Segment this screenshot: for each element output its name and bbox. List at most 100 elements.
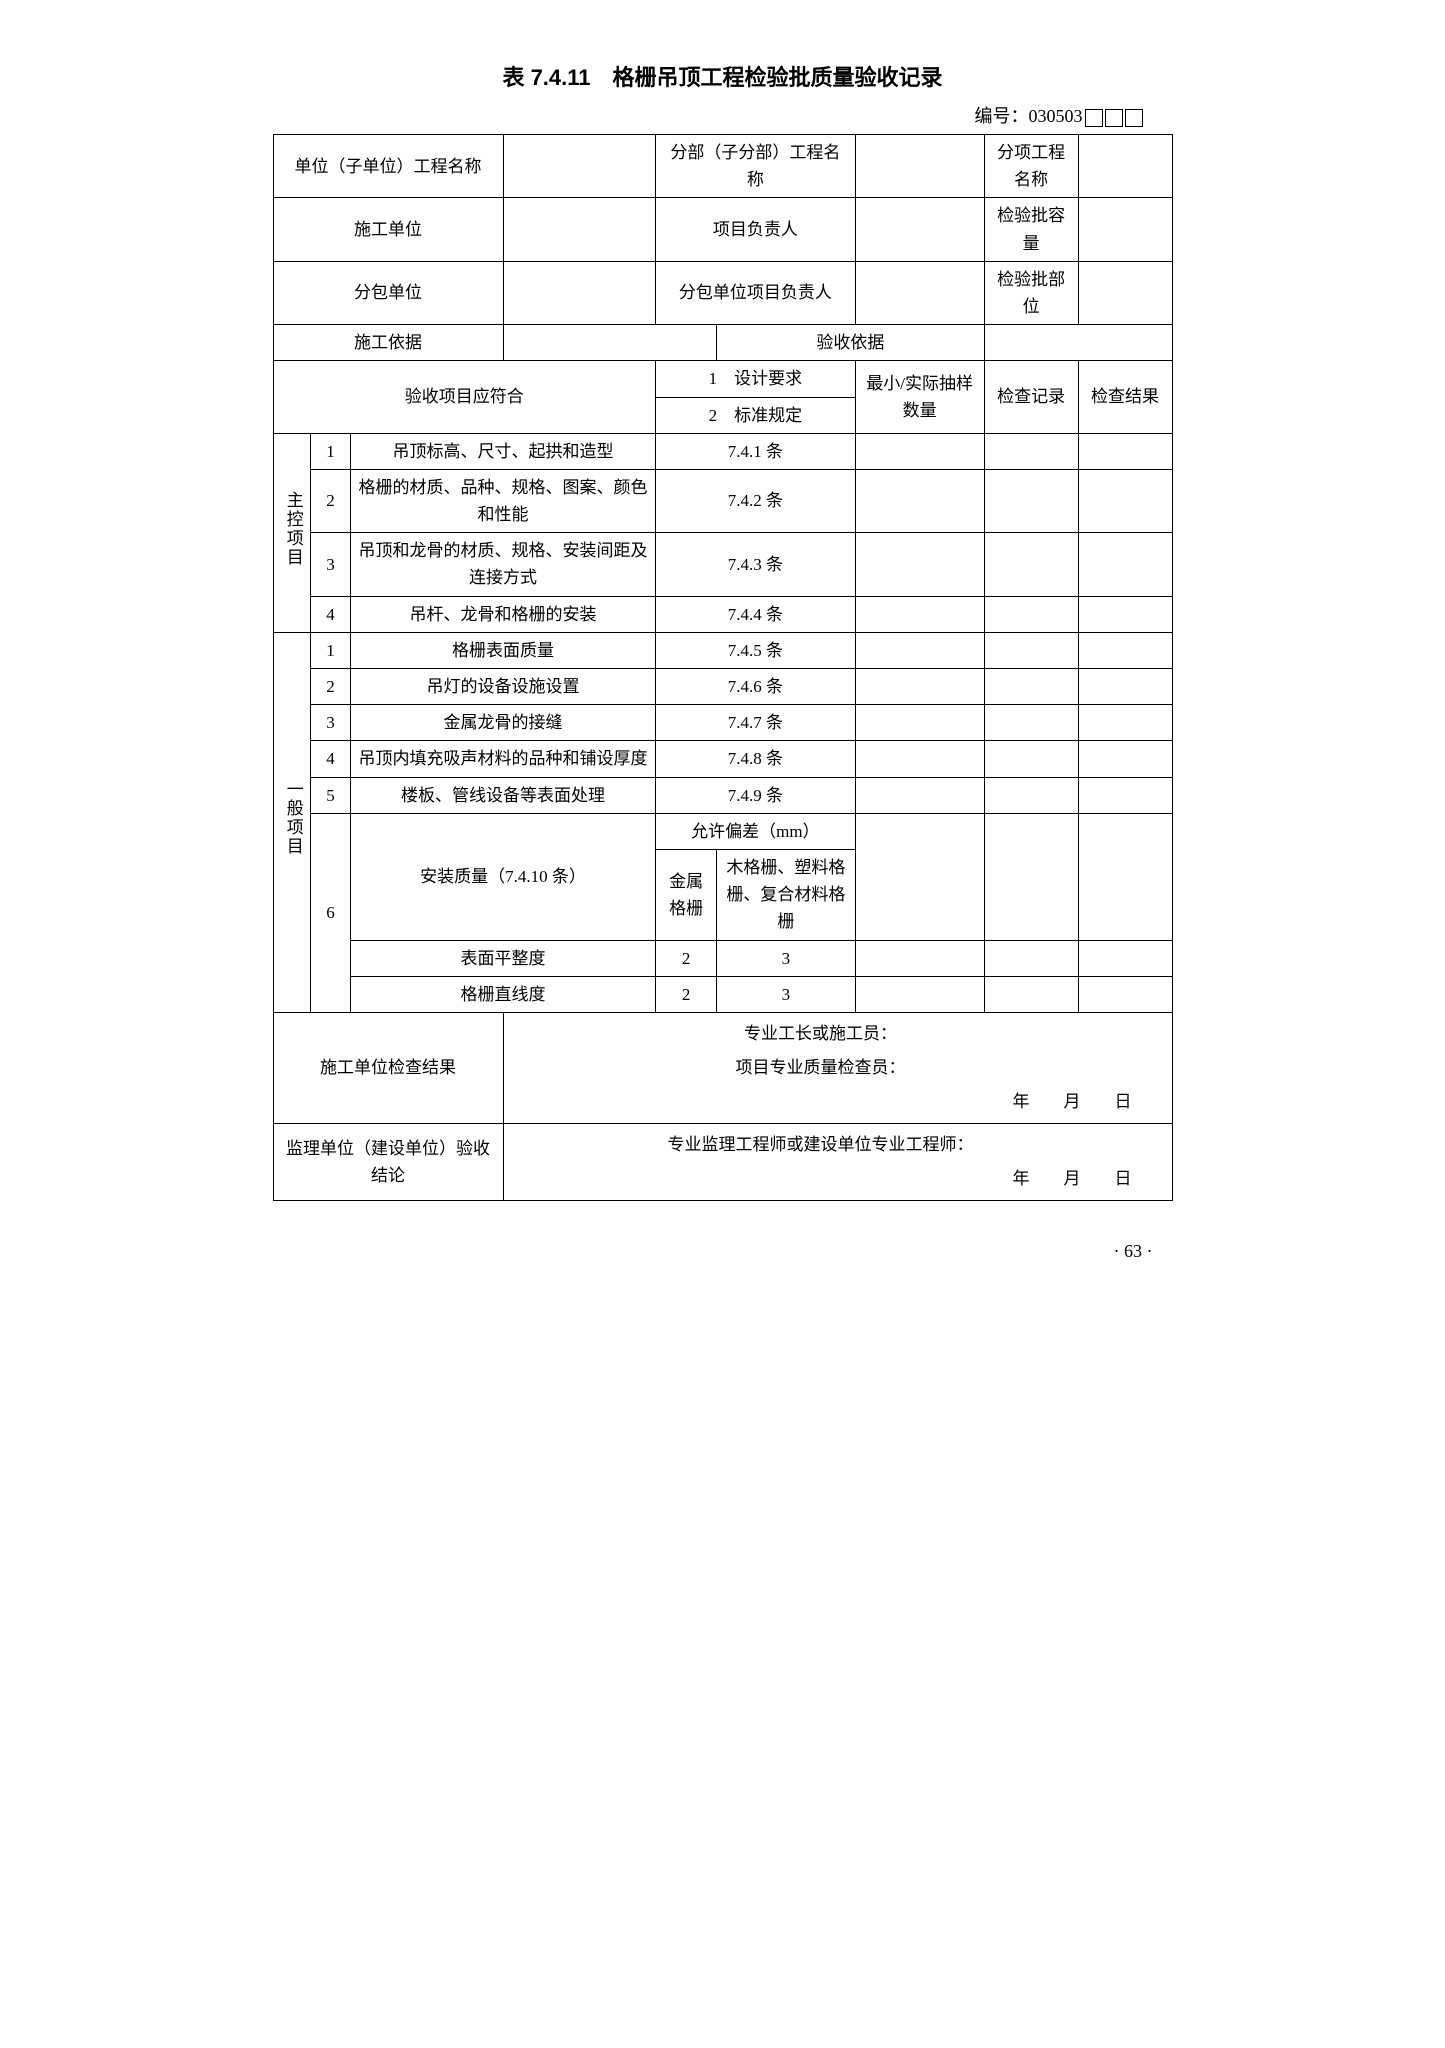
row-record bbox=[984, 976, 1078, 1012]
hdr-subproject: 分部（子分部）工程名称 bbox=[656, 135, 855, 198]
serial-box bbox=[1105, 109, 1123, 127]
hdr-batch-capacity: 检验批容量 bbox=[984, 198, 1078, 261]
row-num: 2 bbox=[311, 469, 351, 532]
general-label-text: 一般项目 bbox=[280, 780, 307, 856]
page-container: 表 7.4.11 格栅吊顶工程检验批质量验收记录 编号：030503 单位（子单… bbox=[273, 60, 1173, 1262]
row-item: 金属龙骨的接缝 bbox=[350, 705, 655, 741]
row-item: 楼板、管线设备等表面处理 bbox=[350, 777, 655, 813]
row-num: 1 bbox=[311, 632, 351, 668]
row-record bbox=[984, 741, 1078, 777]
sign-line: 项目专业质量检查员： bbox=[510, 1051, 1132, 1085]
row-num: 5 bbox=[311, 777, 351, 813]
hdr-val bbox=[1078, 135, 1172, 198]
check-col-sample: 最小/实际抽样数量 bbox=[855, 361, 984, 433]
row-sample bbox=[855, 469, 984, 532]
hdr-val bbox=[503, 325, 717, 361]
row-sample bbox=[855, 813, 984, 940]
construct-sign-block: 专业工长或施工员： 项目专业质量检查员： 年 月 日 bbox=[503, 1012, 1172, 1123]
row-record bbox=[984, 469, 1078, 532]
check-col-record: 检查记录 bbox=[984, 361, 1078, 433]
row-item: 吊顶内填充吸声材料的品种和铺设厚度 bbox=[350, 741, 655, 777]
row-item: 吊顶和龙骨的材质、规格、安装间距及连接方式 bbox=[350, 533, 655, 596]
hdr-val bbox=[1078, 198, 1172, 261]
row-sample bbox=[855, 705, 984, 741]
hdr-val bbox=[855, 198, 984, 261]
row-sample bbox=[855, 433, 984, 469]
row-record bbox=[984, 813, 1078, 940]
row-ref: 7.4.3 条 bbox=[656, 533, 855, 596]
install-label: 安装质量（7.4.10 条） bbox=[350, 813, 655, 940]
hdr-batch-location: 检验批部位 bbox=[984, 261, 1078, 324]
supervise-result-label: 监理单位（建设单位）验收结论 bbox=[273, 1123, 503, 1200]
row-result bbox=[1078, 596, 1172, 632]
row-item: 格栅表面质量 bbox=[350, 632, 655, 668]
hdr-subcontract: 分包单位 bbox=[273, 261, 503, 324]
install-row-item: 格栅直线度 bbox=[350, 976, 655, 1012]
check-col-std-b: 2 标准规定 bbox=[656, 398, 854, 433]
row-ref: 7.4.4 条 bbox=[656, 596, 855, 632]
row-result bbox=[1078, 469, 1172, 532]
row-sample bbox=[855, 632, 984, 668]
sign-date: 年 月 日 bbox=[510, 1085, 1132, 1119]
install-subcol2: 木格栅、塑料格栅、复合材料格栅 bbox=[717, 849, 855, 940]
row-num: 4 bbox=[311, 596, 351, 632]
hdr-val bbox=[503, 261, 656, 324]
row-result bbox=[1078, 433, 1172, 469]
row-record bbox=[984, 632, 1078, 668]
row-item: 吊灯的设备设施设置 bbox=[350, 669, 655, 705]
hdr-construct-unit: 施工单位 bbox=[273, 198, 503, 261]
row-sample bbox=[855, 940, 984, 976]
hdr-item-project: 分项工程名称 bbox=[984, 135, 1078, 198]
row-ref: 7.4.7 条 bbox=[656, 705, 855, 741]
row-ref: 7.4.5 条 bbox=[656, 632, 855, 668]
row-num: 3 bbox=[311, 533, 351, 596]
row-record bbox=[984, 596, 1078, 632]
sign-date: 年 月 日 bbox=[510, 1162, 1132, 1196]
row-result bbox=[1078, 976, 1172, 1012]
row-sample bbox=[855, 976, 984, 1012]
hdr-construct-basis: 施工依据 bbox=[273, 325, 503, 361]
row-result bbox=[1078, 741, 1172, 777]
install-num: 6 bbox=[311, 813, 351, 1012]
hdr-val bbox=[855, 261, 984, 324]
hdr-unit-project: 单位（子单位）工程名称 bbox=[273, 135, 503, 198]
row-ref: 7.4.6 条 bbox=[656, 669, 855, 705]
row-num: 1 bbox=[311, 433, 351, 469]
row-num: 2 bbox=[311, 669, 351, 705]
install-subcol1: 金属格栅 bbox=[656, 849, 717, 940]
row-result bbox=[1078, 632, 1172, 668]
supervise-sign-block: 专业监理工程师或建设单位专业工程师： 年 月 日 bbox=[503, 1123, 1172, 1200]
row-record bbox=[984, 705, 1078, 741]
install-row-v1: 2 bbox=[656, 976, 717, 1012]
page-number: · 63 · bbox=[273, 1241, 1173, 1262]
row-item: 吊杆、龙骨和格栅的安装 bbox=[350, 596, 655, 632]
row-record bbox=[984, 940, 1078, 976]
row-sample bbox=[855, 741, 984, 777]
row-result bbox=[1078, 669, 1172, 705]
row-ref: 7.4.1 条 bbox=[656, 433, 855, 469]
row-ref: 7.4.8 条 bbox=[656, 741, 855, 777]
hdr-val bbox=[984, 325, 1172, 361]
table-title: 表 7.4.11 格栅吊顶工程检验批质量验收记录 bbox=[273, 60, 1173, 92]
hdr-val bbox=[503, 135, 656, 198]
row-sample bbox=[855, 596, 984, 632]
sign-line: 专业监理工程师或建设单位专业工程师： bbox=[510, 1128, 1132, 1162]
check-label: 验收项目应符合 bbox=[273, 361, 656, 433]
install-row-v2: 3 bbox=[717, 976, 855, 1012]
master-label-text: 主控项目 bbox=[280, 491, 307, 567]
construct-result-label: 施工单位检查结果 bbox=[273, 1012, 503, 1123]
row-record bbox=[984, 669, 1078, 705]
serial-label: 编号：030503 bbox=[975, 106, 1083, 126]
install-tol-header: 允许偏差（mm） bbox=[656, 813, 855, 849]
hdr-val bbox=[855, 135, 984, 198]
check-col-std-a: 1 设计要求 bbox=[656, 361, 854, 397]
row-num: 4 bbox=[311, 741, 351, 777]
row-result bbox=[1078, 813, 1172, 940]
hdr-pm: 项目负责人 bbox=[656, 198, 855, 261]
row-result bbox=[1078, 533, 1172, 596]
row-result bbox=[1078, 777, 1172, 813]
install-row-v1: 2 bbox=[656, 940, 717, 976]
row-record bbox=[984, 533, 1078, 596]
row-num: 3 bbox=[311, 705, 351, 741]
row-sample bbox=[855, 533, 984, 596]
